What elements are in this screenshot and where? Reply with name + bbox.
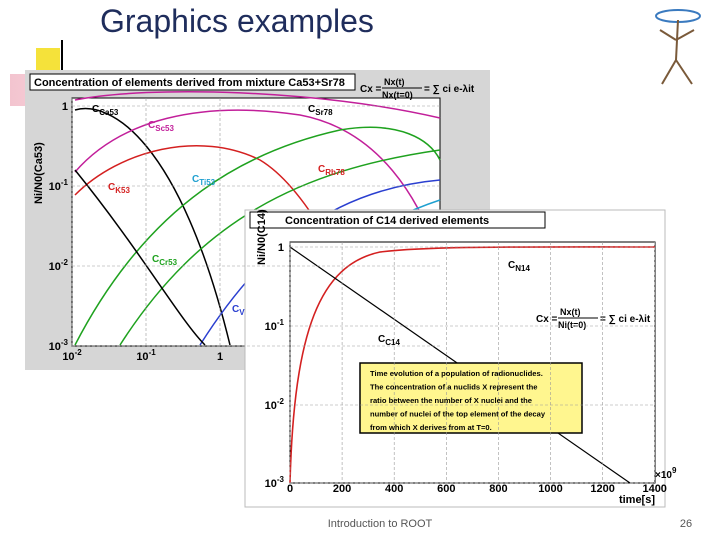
x-scale-base: ×10 xyxy=(655,470,672,481)
formula-lhs: Cx = xyxy=(536,314,558,325)
x-tick-label: 1000 xyxy=(538,483,562,495)
figure-2: Concentration of C14 derived elements Ni… xyxy=(244,209,666,508)
curve-label: CN14 xyxy=(508,260,530,273)
note-line: number of nuclei of the top element of t… xyxy=(370,410,546,419)
x-tick-label-base: 1 xyxy=(217,351,223,363)
x-axis-label: time[s] xyxy=(619,494,655,506)
y-tick-label-exp: -1 xyxy=(61,178,69,187)
curve-label: CK53 xyxy=(108,182,130,195)
y-tick-label: 10-2 xyxy=(49,258,69,273)
curve-label-sub: Cr53 xyxy=(159,258,177,267)
figure-title: Concentration of C14 derived elements xyxy=(285,215,489,227)
curve-label-sub: Sc53 xyxy=(155,124,174,133)
y-tick-label-exp: -3 xyxy=(61,338,69,347)
formula-rhs: = ∑ ci e-λit xyxy=(424,84,475,95)
page-number: 26 xyxy=(680,518,692,530)
curve-label-base: C xyxy=(308,104,315,115)
curve-label-base: C xyxy=(318,164,325,175)
y-tick-label-base: 1 xyxy=(278,242,284,254)
x-scale: ×109 xyxy=(655,466,677,481)
curve-label-sub: Sr78 xyxy=(315,108,333,117)
curve-label: CCr53 xyxy=(152,254,178,267)
formula-num: Nx(t) xyxy=(384,77,405,87)
curve-label: CSc53 xyxy=(148,120,174,133)
curve-label-base: C xyxy=(148,120,155,131)
curve-label-base: C xyxy=(108,182,115,193)
curve-label-sub: Rb78 xyxy=(325,168,345,177)
note-line: from which X derives from at T=0. xyxy=(370,423,492,432)
y-axis-label: Ni/N0(C14) xyxy=(256,209,268,265)
x-tick-label: 10-1 xyxy=(136,348,156,363)
curve-label-base: C xyxy=(378,334,385,345)
curve-label-base: C xyxy=(152,254,159,265)
figure-title: Concentration of elements derived from m… xyxy=(34,77,345,89)
x-tick-label: 1400 xyxy=(642,483,666,495)
y-tick-label-base: 10 xyxy=(49,261,61,273)
curve-label: CTi53 xyxy=(192,174,216,187)
curve-label-sub: Ca53 xyxy=(99,108,119,117)
note-line: ratio between the number of X nuclei and… xyxy=(370,396,532,405)
y-tick-label: 1 xyxy=(278,242,284,254)
x-tick-label: 1200 xyxy=(590,483,614,495)
note-line: Time evolution of a population of radion… xyxy=(370,369,543,378)
curve-label: CRb78 xyxy=(318,164,345,177)
x-tick-label-base: 10 xyxy=(62,351,74,363)
y-tick-label: 10-1 xyxy=(265,318,285,333)
curve-label: CC14 xyxy=(378,334,400,347)
y-tick-label: 10-2 xyxy=(265,397,285,412)
y-tick-label-exp: -2 xyxy=(61,258,69,267)
y-tick-label: 10-3 xyxy=(265,475,285,490)
y-tick-label: 1 xyxy=(62,101,68,113)
y-axis-label: Ni/N0(Ca53) xyxy=(33,142,45,204)
formula-den: Nx(t=0) xyxy=(382,90,413,100)
x-scale-exp: 9 xyxy=(672,466,677,475)
y-tick-label-base: 10 xyxy=(49,341,61,353)
curve-label: CSr78 xyxy=(308,104,333,117)
x-tick-label: 200 xyxy=(333,483,351,495)
y-tick-label-exp: -2 xyxy=(277,397,285,406)
x-tick-label: 600 xyxy=(437,483,455,495)
x-tick-label-exp: -2 xyxy=(75,348,83,357)
formula-lhs: Cx = xyxy=(360,84,382,95)
y-tick-label-base: 10 xyxy=(265,478,277,490)
curve-label: CCa53 xyxy=(92,104,119,117)
footer: Introduction to ROOT xyxy=(328,518,433,530)
curve-label: CV xyxy=(232,304,245,317)
x-tick-label: 1 xyxy=(217,351,223,363)
curve-label-base: C xyxy=(232,304,239,315)
curve-label-sub: Ti53 xyxy=(199,178,215,187)
slide-title: Graphics examples xyxy=(100,3,374,39)
curve-label-sub: V xyxy=(239,308,245,317)
x-tick-label: 800 xyxy=(489,483,507,495)
y-tick-label: 10-3 xyxy=(49,338,69,353)
x-tick-label-base: 10 xyxy=(136,351,148,363)
x-tick-label-exp: -1 xyxy=(149,348,157,357)
formula-num: Nx(t) xyxy=(560,307,581,317)
curve-label-sub: K53 xyxy=(115,186,130,195)
x-tick-label: 400 xyxy=(385,483,403,495)
y-tick-label-exp: -3 xyxy=(277,475,285,484)
y-tick-label-exp: -1 xyxy=(277,318,285,327)
y-tick-label-base: 10 xyxy=(265,321,277,333)
curve-label-sub: C14 xyxy=(385,338,400,347)
x-tick-label: 10-2 xyxy=(62,348,82,363)
y-tick-label-base: 10 xyxy=(265,400,277,412)
formula-rhs: = ∑ ci e-λit xyxy=(600,314,651,325)
curve-label-base: C xyxy=(192,174,199,185)
y-tick-label-base: 10 xyxy=(49,181,61,193)
y-tick-label-base: 1 xyxy=(62,101,68,113)
logo xyxy=(655,9,701,85)
curve-label-base: C xyxy=(508,260,515,271)
x-tick-label: 0 xyxy=(287,483,293,495)
formula-den: Ni(t=0) xyxy=(558,320,586,330)
curve-label-sub: N14 xyxy=(515,264,530,273)
curve-label-base: C xyxy=(92,104,99,115)
note-line: The concentration of a nuclids X represe… xyxy=(370,383,538,392)
y-tick-label: 10-1 xyxy=(49,178,69,193)
